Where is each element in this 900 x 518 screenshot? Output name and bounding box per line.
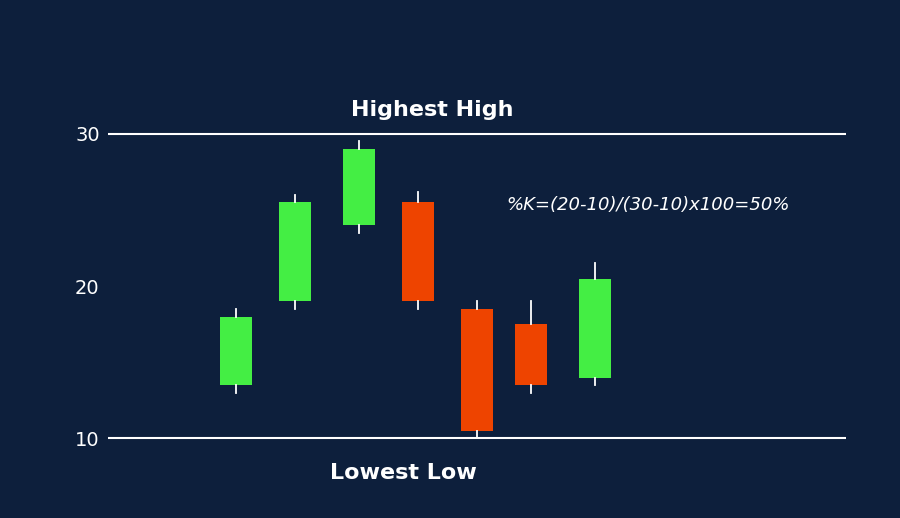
Bar (343, 149, 374, 225)
Bar (220, 316, 252, 385)
Bar (279, 203, 310, 301)
Text: %K=(20-10)/(30-10)x100=50%: %K=(20-10)/(30-10)x100=50% (507, 196, 790, 214)
Text: Lowest Low: Lowest Low (329, 463, 477, 483)
Bar (402, 203, 434, 301)
Bar (516, 324, 547, 385)
Bar (580, 279, 611, 378)
Bar (462, 309, 492, 431)
Text: Highest High: Highest High (352, 100, 514, 120)
